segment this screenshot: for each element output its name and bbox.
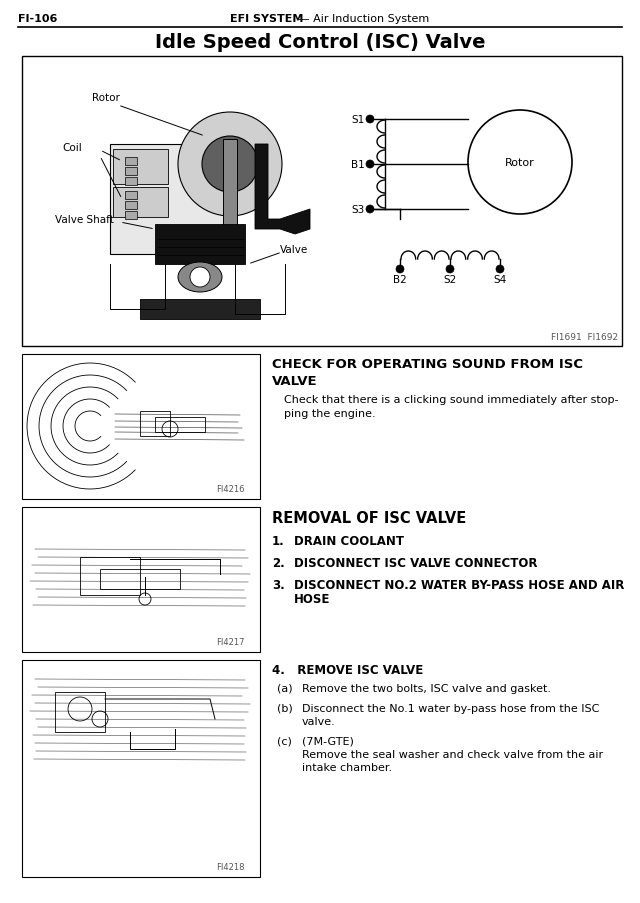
Text: 1.: 1. <box>272 535 285 547</box>
Text: Rotor: Rotor <box>505 158 535 168</box>
Text: Idle Speed Control (ISC) Valve: Idle Speed Control (ISC) Valve <box>155 33 485 52</box>
Text: Valve Shaft: Valve Shaft <box>55 215 114 225</box>
Ellipse shape <box>178 263 222 293</box>
Text: 3.: 3. <box>272 578 285 591</box>
Circle shape <box>202 137 258 192</box>
Bar <box>155 225 245 265</box>
Circle shape <box>366 161 374 169</box>
Bar <box>22 507 260 652</box>
Text: Remove the two bolts, ISC valve and gasket.: Remove the two bolts, ISC valve and gask… <box>302 684 551 694</box>
Bar <box>22 660 260 877</box>
Bar <box>113 150 168 185</box>
Bar <box>100 570 180 590</box>
Text: B2: B2 <box>393 275 407 284</box>
Text: DRAIN COOLANT: DRAIN COOLANT <box>294 535 404 547</box>
Bar <box>223 140 237 229</box>
Text: (7M-GTE): (7M-GTE) <box>302 736 354 746</box>
Text: Coil: Coil <box>62 143 82 153</box>
Text: Valve: Valve <box>280 245 308 255</box>
Text: DISCONNECT ISC VALVE CONNECTOR: DISCONNECT ISC VALVE CONNECTOR <box>294 556 538 570</box>
Text: — Air Induction System: — Air Induction System <box>295 14 429 24</box>
Text: 4.   REMOVE ISC VALVE: 4. REMOVE ISC VALVE <box>272 664 423 676</box>
Bar <box>125 212 137 219</box>
Text: S2: S2 <box>444 275 456 284</box>
Text: FI-106: FI-106 <box>18 14 58 24</box>
Text: valve.: valve. <box>302 716 336 726</box>
Circle shape <box>396 265 404 274</box>
Text: EFI SYSTEM: EFI SYSTEM <box>230 14 303 24</box>
Text: Remove the seal washer and check valve from the air: Remove the seal washer and check valve f… <box>302 749 603 759</box>
Circle shape <box>446 265 454 274</box>
Circle shape <box>366 206 374 214</box>
Text: S3: S3 <box>352 205 365 215</box>
Text: (a): (a) <box>277 684 292 694</box>
Text: FI4216: FI4216 <box>216 485 245 493</box>
Bar <box>22 355 260 499</box>
Bar <box>113 188 168 218</box>
Text: ping the engine.: ping the engine. <box>284 408 376 418</box>
Bar <box>155 417 205 433</box>
Bar <box>125 158 137 166</box>
Text: 2.: 2. <box>272 556 285 570</box>
Text: DISCONNECT NO.2 WATER BY-PASS HOSE AND AIR: DISCONNECT NO.2 WATER BY-PASS HOSE AND A… <box>294 578 625 591</box>
Bar <box>125 201 137 209</box>
Circle shape <box>366 116 374 124</box>
Text: Rotor: Rotor <box>92 93 120 103</box>
Text: (c): (c) <box>277 736 292 746</box>
Bar <box>140 412 170 436</box>
Text: HOSE: HOSE <box>294 592 330 605</box>
Bar <box>140 300 260 320</box>
Text: CHECK FOR OPERATING SOUND FROM ISC: CHECK FOR OPERATING SOUND FROM ISC <box>272 358 583 370</box>
Bar <box>22 57 622 347</box>
Circle shape <box>496 265 504 274</box>
Text: VALVE: VALVE <box>272 375 317 387</box>
Text: S4: S4 <box>493 275 507 284</box>
Bar <box>80 557 140 595</box>
Text: (b): (b) <box>277 703 292 713</box>
Text: Disconnect the No.1 water by-pass hose from the ISC: Disconnect the No.1 water by-pass hose f… <box>302 703 600 713</box>
Circle shape <box>190 267 210 288</box>
Text: REMOVAL OF ISC VALVE: REMOVAL OF ISC VALVE <box>272 510 467 526</box>
Bar <box>125 178 137 186</box>
Text: FI4217: FI4217 <box>216 638 245 647</box>
Bar <box>110 144 230 255</box>
Text: B1: B1 <box>351 160 365 170</box>
Bar <box>125 168 137 176</box>
Text: FI1691  FI1692: FI1691 FI1692 <box>551 332 618 341</box>
Polygon shape <box>255 144 310 235</box>
Circle shape <box>178 113 282 217</box>
Text: FI4218: FI4218 <box>216 862 245 871</box>
Bar <box>125 191 137 200</box>
Bar <box>55 693 105 732</box>
Text: intake chamber.: intake chamber. <box>302 762 392 772</box>
Circle shape <box>468 111 572 215</box>
Text: S1: S1 <box>352 115 365 125</box>
Text: Check that there is a clicking sound immediately after stop-: Check that there is a clicking sound imm… <box>284 395 618 405</box>
